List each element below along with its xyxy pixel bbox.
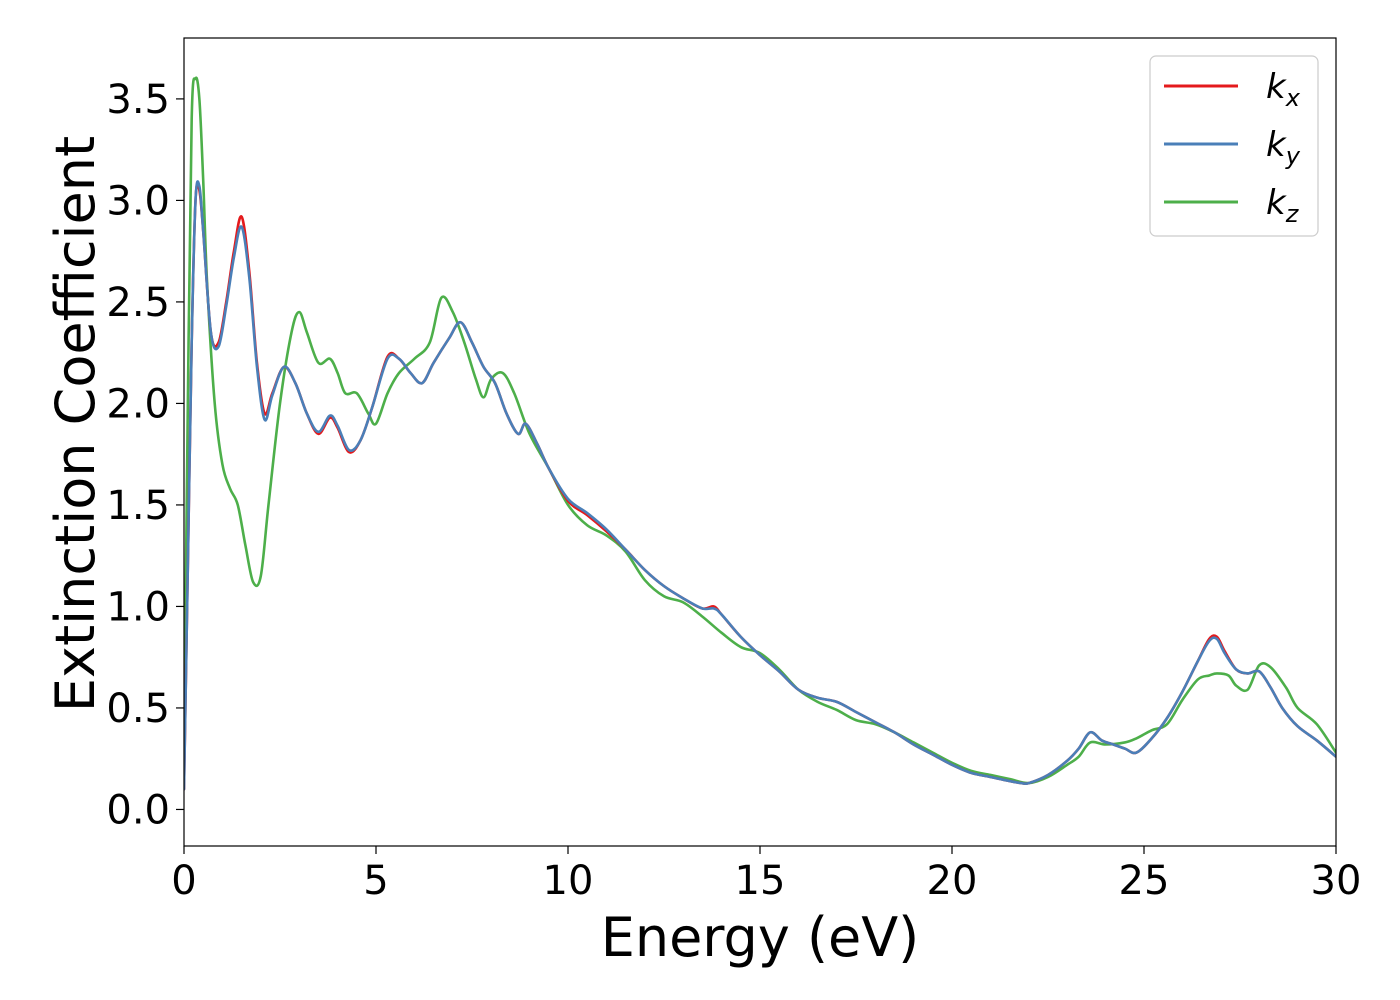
y-tick-label: 2.0 [106,381,170,427]
x-tick-label: 10 [543,858,594,904]
y-axis-title: Extinction Coefficient [44,136,107,712]
y-tick-label: 0.5 [106,686,170,732]
y-tick-label: 1.5 [106,483,170,529]
x-tick-label: 30 [1311,858,1362,904]
x-tick-label: 5 [363,858,388,904]
legend-label-y: ky [1266,125,1301,170]
series-line-y [184,180,1336,791]
series-layer [184,76,1336,791]
y-tick-label: 0.0 [106,787,170,833]
legend-box [1149,55,1319,237]
y-tick-label: 1.0 [106,584,170,630]
x-tick-label: 25 [1119,858,1170,904]
y-tick-label: 3.0 [106,178,170,224]
x-tick-label: 20 [927,858,978,904]
y-tick-label: 3.5 [106,77,170,123]
series-line-x [184,182,1336,791]
x-tick-label: 15 [735,858,786,904]
legend: kx ky kz [1149,55,1319,237]
series-line-z [184,76,1336,785]
legend-label-x: kx [1266,67,1301,112]
y-axis-ticks: 0.0 0.5 1.0 1.5 2.0 2.5 3.0 3.5 [106,77,184,833]
legend-label-z: kz [1266,183,1300,228]
x-axis-ticks: 0 5 10 15 20 25 30 [171,846,1361,904]
x-axis-title: Energy (eV) [601,906,920,969]
x-tick-label: 0 [171,858,196,904]
y-tick-label: 2.5 [106,280,170,326]
